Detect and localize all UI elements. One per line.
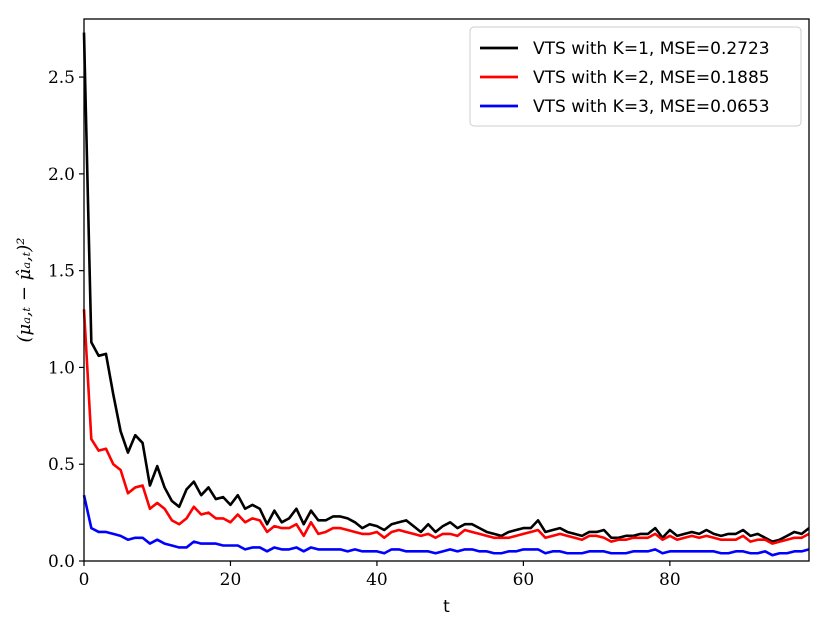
legend: VTS with K=1, MSE=0.2723 VTS with K=2, MS…	[469, 26, 802, 127]
x-tick-label: 80	[659, 570, 681, 590]
y-tick-label: 0.5	[48, 455, 75, 475]
series-line-3	[82, 494, 810, 557]
x-tick-label: 20	[220, 570, 242, 590]
y-tick-label: 2.0	[48, 165, 75, 185]
x-tick-label: 40	[366, 570, 388, 590]
legend-box	[469, 26, 802, 127]
y-axis-label: (μₐ,ₜ − μ̂ₐ,ₜ)²	[14, 237, 35, 342]
y-tick-label: 0.0	[48, 552, 75, 572]
legend-label: VTS with K=3, MSE=0.0653	[533, 97, 770, 117]
y-axis-ticks: 0.0 0.5 1.0 1.5 2.0 2.5	[48, 68, 84, 572]
series-line-2	[82, 309, 810, 545]
legend-label: VTS with K=1, MSE=0.2723	[533, 39, 770, 59]
y-tick-label: 2.5	[48, 68, 75, 88]
y-axis-label-group: (μₐ,ₜ − μ̂ₐ,ₜ)²	[14, 237, 35, 342]
x-axis-ticks: 0 20 40 60 80	[79, 561, 681, 590]
series-line-1	[82, 32, 810, 543]
legend-label: VTS with K=2, MSE=0.1885	[533, 68, 770, 88]
x-tick-label: 60	[513, 570, 535, 590]
y-tick-label: 1.0	[48, 358, 75, 378]
series-lines	[82, 32, 810, 557]
x-axis-label: t	[443, 597, 450, 617]
y-tick-label: 1.5	[48, 262, 75, 282]
x-tick-label: 0	[79, 570, 90, 590]
plot-frame	[83, 18, 810, 562]
